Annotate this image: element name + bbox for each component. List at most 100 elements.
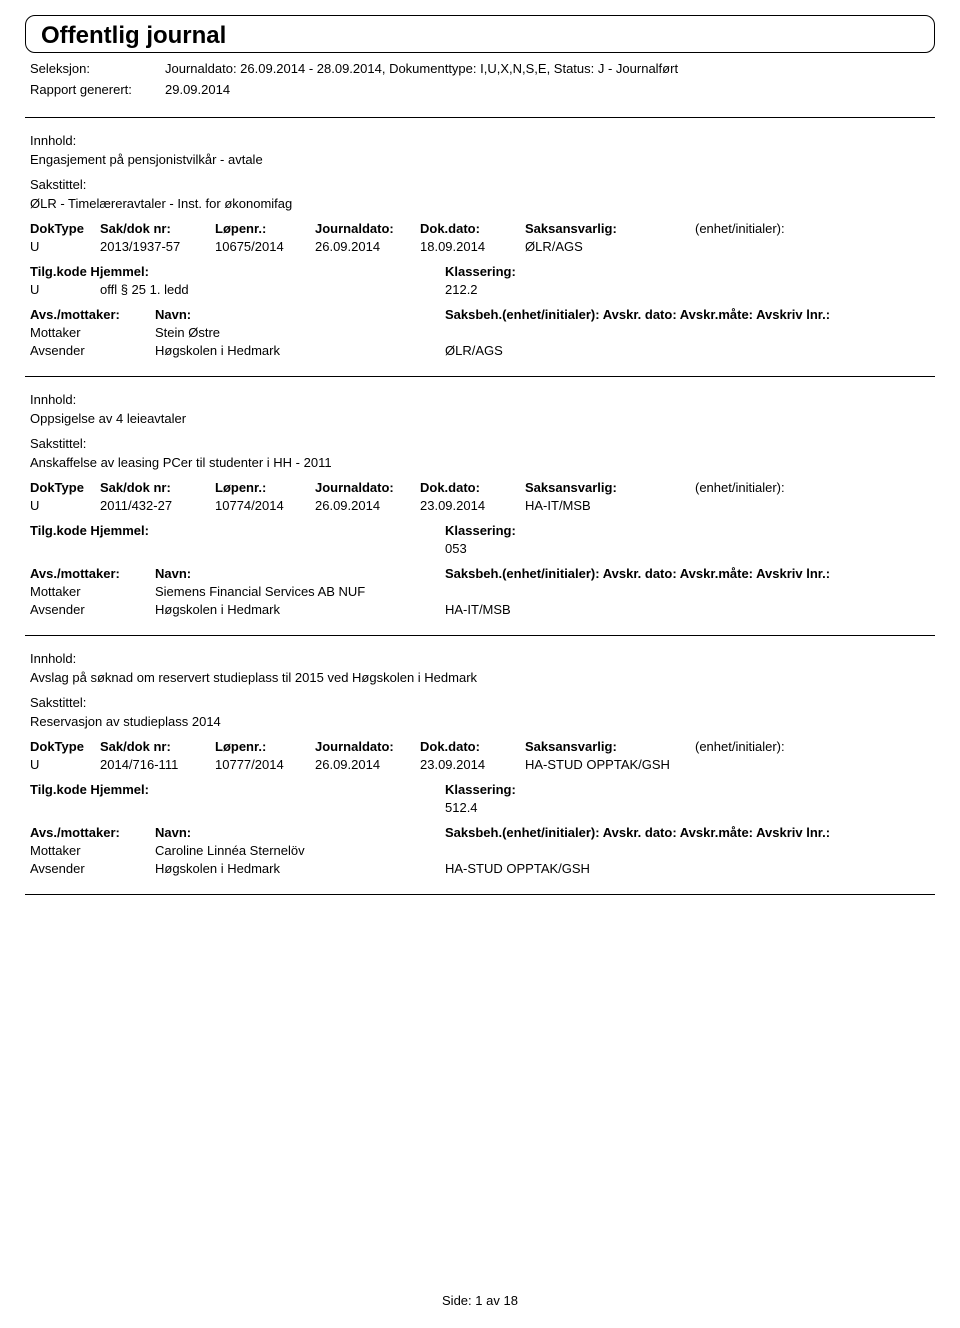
klassering-header: Klassering:: [445, 264, 516, 279]
avsmottaker-header: Avs./mottaker:: [30, 566, 155, 581]
saksbeh-header: Saksbeh.(enhet/initialer): Avskr. dato: …: [445, 566, 830, 581]
sakstittel-label: Sakstittel:: [30, 436, 935, 451]
tilgkode-value: U: [30, 282, 100, 297]
lopenr-value: 10675/2014: [215, 239, 315, 254]
rapport-label: Rapport generert:: [30, 82, 165, 97]
innhold-value: Oppsigelse av 4 leieavtaler: [30, 411, 935, 426]
dokdato-header: Dok.dato:: [420, 480, 525, 495]
avs-header-row: Avs./mottaker: Navn: Saksbeh.(enhet/init…: [30, 825, 935, 840]
page-footer: Side: 1 av 18: [0, 1293, 960, 1308]
page-title: Offentlig journal: [41, 22, 919, 50]
lopenr-header: Løpenr.:: [215, 480, 315, 495]
sakdok-value: 2013/1937-57: [100, 239, 215, 254]
mottaker-label: Mottaker: [30, 325, 155, 340]
sakdok-header: Sak/dok nr:: [100, 480, 215, 495]
tilgkode-hjemmel-header: Tilg.kode Hjemmel:: [30, 523, 445, 538]
sakdok-value: 2011/432-27: [100, 498, 215, 513]
navn-header: Navn:: [155, 825, 445, 840]
dokdato-header: Dok.dato:: [420, 221, 525, 236]
enhet-header: (enhet/initialer):: [695, 480, 785, 495]
doktype-header: DokType: [30, 739, 100, 754]
dokdato-value: 18.09.2014: [420, 239, 525, 254]
hjemmel-value: offl § 25 1. ledd: [100, 282, 445, 297]
avsender-label: Avsender: [30, 343, 155, 358]
doc-header-row: DokType Sak/dok nr: Løpenr.: Journaldato…: [30, 739, 935, 754]
mottaker-navn: Siemens Financial Services AB NUF: [155, 584, 445, 599]
sakstittel-value: ØLR - Timelæreravtaler - Inst. for økono…: [30, 196, 935, 211]
sakstittel-value: Anskaffelse av leasing PCer til studente…: [30, 455, 935, 470]
saksansvarlig-value: HA-STUD OPPTAK/GSH: [525, 757, 695, 772]
sakdok-value: 2014/716-111: [100, 757, 215, 772]
doktype-value: U: [30, 757, 100, 772]
journaldato-header: Journaldato:: [315, 480, 420, 495]
klassering-header: Klassering:: [445, 523, 516, 538]
mottaker-row: Mottaker Caroline Linnéa Sternelöv: [30, 843, 935, 858]
journal-entry: Innhold: Oppsigelse av 4 leieavtaler Sak…: [30, 392, 935, 617]
tilgkode-hjemmel-header: Tilg.kode Hjemmel:: [30, 782, 445, 797]
innhold-label: Innhold:: [30, 392, 935, 407]
tilgkode-value: [30, 800, 100, 815]
sakdok-header: Sak/dok nr:: [100, 739, 215, 754]
title-box: Offentlig journal: [25, 15, 935, 53]
mottaker-row: Mottaker Stein Østre: [30, 325, 935, 340]
lopenr-value: 10774/2014: [215, 498, 315, 513]
klassering-value: 512.4: [445, 800, 478, 815]
mottaker-navn: Stein Østre: [155, 325, 445, 340]
doc-header-row: DokType Sak/dok nr: Løpenr.: Journaldato…: [30, 221, 935, 236]
saksansvarlig-value: HA-IT/MSB: [525, 498, 695, 513]
lopenr-header: Løpenr.:: [215, 739, 315, 754]
avsender-enhet: HA-IT/MSB: [445, 602, 511, 617]
avsender-row: Avsender Høgskolen i Hedmark ØLR/AGS: [30, 343, 935, 358]
divider: [25, 894, 935, 895]
tilg-header-row: Tilg.kode Hjemmel: Klassering:: [30, 782, 935, 797]
avs-header-row: Avs./mottaker: Navn: Saksbeh.(enhet/init…: [30, 566, 935, 581]
avs-header-row: Avs./mottaker: Navn: Saksbeh.(enhet/init…: [30, 307, 935, 322]
avsender-enhet: HA-STUD OPPTAK/GSH: [445, 861, 590, 876]
seleksjon-label: Seleksjon:: [30, 61, 165, 76]
doktype-header: DokType: [30, 221, 100, 236]
avsender-navn: Høgskolen i Hedmark: [155, 602, 445, 617]
tilgkode-hjemmel-header: Tilg.kode Hjemmel:: [30, 264, 445, 279]
hjemmel-value: [100, 541, 445, 556]
saksansvarlig-header: Saksansvarlig:: [525, 221, 695, 236]
klassering-value: 053: [445, 541, 467, 556]
divider: [25, 635, 935, 636]
avsender-label: Avsender: [30, 861, 155, 876]
doktype-header: DokType: [30, 480, 100, 495]
journal-entry: Innhold: Avslag på søknad om reservert s…: [30, 651, 935, 876]
enhet-header: (enhet/initialer):: [695, 739, 785, 754]
avsender-enhet: ØLR/AGS: [445, 343, 503, 358]
divider: [25, 376, 935, 377]
journaldato-value: 26.09.2014: [315, 239, 420, 254]
sakstittel-value: Reservasjon av studieplass 2014: [30, 714, 935, 729]
journaldato-value: 26.09.2014: [315, 498, 420, 513]
tilg-data-row: U offl § 25 1. ledd 212.2: [30, 282, 935, 297]
saksansvarlig-header: Saksansvarlig:: [525, 739, 695, 754]
innhold-value: Engasjement på pensjonistvilkår - avtale: [30, 152, 935, 167]
divider: [25, 117, 935, 118]
page-current: 1: [475, 1293, 482, 1308]
mottaker-label: Mottaker: [30, 843, 155, 858]
side-label: Side:: [442, 1293, 472, 1308]
avsender-navn: Høgskolen i Hedmark: [155, 343, 445, 358]
mottaker-row: Mottaker Siemens Financial Services AB N…: [30, 584, 935, 599]
klassering-header: Klassering:: [445, 782, 516, 797]
mottaker-label: Mottaker: [30, 584, 155, 599]
journaldato-header: Journaldato:: [315, 739, 420, 754]
rapport-value: 29.09.2014: [165, 82, 230, 97]
navn-header: Navn:: [155, 566, 445, 581]
doc-header-row: DokType Sak/dok nr: Løpenr.: Journaldato…: [30, 480, 935, 495]
doktype-value: U: [30, 498, 100, 513]
mottaker-navn: Caroline Linnéa Sternelöv: [155, 843, 445, 858]
innhold-value: Avslag på søknad om reservert studieplas…: [30, 670, 935, 685]
dokdato-value: 23.09.2014: [420, 498, 525, 513]
journaldato-header: Journaldato:: [315, 221, 420, 236]
page-total: 18: [504, 1293, 518, 1308]
dokdato-value: 23.09.2014: [420, 757, 525, 772]
header-meta: Seleksjon: Journaldato: 26.09.2014 - 28.…: [30, 61, 935, 97]
avsender-label: Avsender: [30, 602, 155, 617]
tilg-header-row: Tilg.kode Hjemmel: Klassering:: [30, 264, 935, 279]
doc-data-row: U 2011/432-27 10774/2014 26.09.2014 23.0…: [30, 498, 935, 513]
lopenr-value: 10777/2014: [215, 757, 315, 772]
doc-data-row: U 2014/716-111 10777/2014 26.09.2014 23.…: [30, 757, 935, 772]
